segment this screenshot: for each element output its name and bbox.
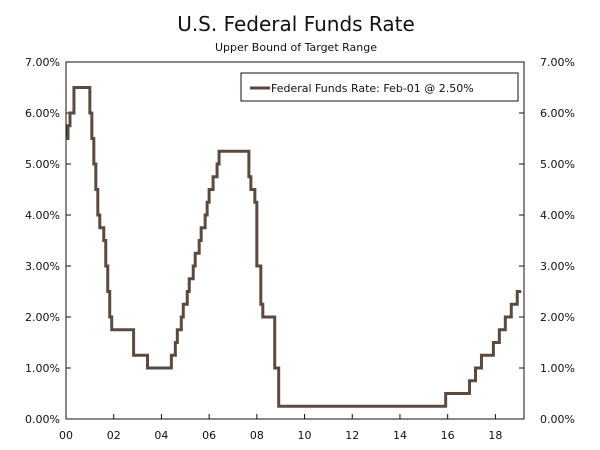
y-tick-label-right: 1.00% <box>540 362 575 375</box>
y-tick-label-left: 2.00% <box>25 311 60 324</box>
plot-area <box>65 61 525 420</box>
chart-title: U.S. Federal Funds Rate <box>177 12 415 36</box>
y-tick-label-left: 3.00% <box>25 260 60 273</box>
series-line-federal-funds-rate <box>66 86 522 408</box>
x-tick-label: 02 <box>107 429 121 442</box>
x-tick-label: 18 <box>488 429 502 442</box>
legend-label: Federal Funds Rate: Feb-01 @ 2.50% <box>271 82 474 95</box>
chart-subtitle: Upper Bound of Target Range <box>215 41 377 54</box>
y-tick-label-left: 5.00% <box>25 158 60 171</box>
x-tick-label: 12 <box>345 429 359 442</box>
y-tick-label-right: 2.00% <box>540 311 575 324</box>
y-tick-label-right: 0.00% <box>540 413 575 426</box>
y-tick-label-left: 4.00% <box>25 209 60 222</box>
y-tick-label-right: 4.00% <box>540 209 575 222</box>
y-axis-left: 0.00% 1.00% 2.00% 3.00% 4.00% 5.00% 6.00% 7.00% <box>25 56 71 426</box>
y-tick-label-left: 7.00% <box>25 56 60 69</box>
y-tick-label-right: 6.00% <box>540 107 575 120</box>
x-tick-label: 06 <box>202 429 216 442</box>
x-tick-label: 14 <box>393 429 407 442</box>
x-tick-label: 10 <box>298 429 312 442</box>
x-tick-label: 00 <box>59 429 73 442</box>
legend: Federal Funds Rate: Feb-01 @ 2.50% <box>240 72 519 102</box>
x-tick-label: 04 <box>154 429 168 442</box>
x-tick-label: 16 <box>441 429 455 442</box>
y-tick-label-right: 5.00% <box>540 158 575 171</box>
y-tick-label-right: 7.00% <box>540 56 575 69</box>
y-tick-label-left: 6.00% <box>25 107 60 120</box>
y-axis-right: 0.00% 1.00% 2.00% 3.00% 4.00% 5.00% 6.00% 7.00% <box>519 56 575 426</box>
y-tick-label-left: 1.00% <box>25 362 60 375</box>
x-tick-label: 08 <box>250 429 264 442</box>
y-tick-label-left: 0.00% <box>25 413 60 426</box>
y-tick-label-right: 3.00% <box>540 260 575 273</box>
x-axis: 00 02 04 06 08 10 12 14 16 18 <box>59 414 502 442</box>
legend-box <box>240 72 519 102</box>
